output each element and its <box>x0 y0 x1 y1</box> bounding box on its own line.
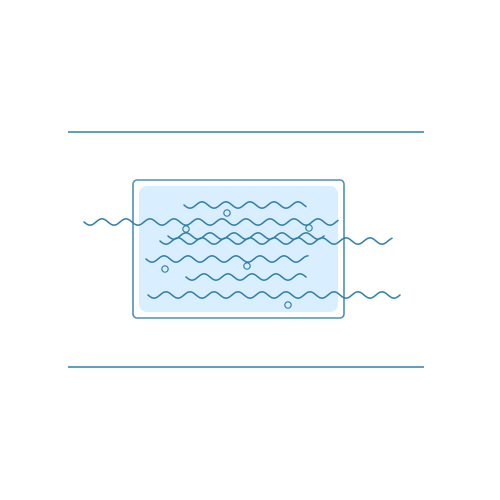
wave-line-4 <box>159 237 393 245</box>
wave-lines <box>83 201 401 299</box>
wave-line-1 <box>183 201 307 209</box>
bubble-2 <box>182 225 190 233</box>
bubble-1 <box>223 209 231 217</box>
wave-line-6 <box>185 273 307 281</box>
bubble-4 <box>243 262 251 270</box>
bubble-6 <box>284 301 292 309</box>
wave-line-2 <box>83 218 339 226</box>
bubble-3 <box>305 224 313 232</box>
bubble-5 <box>161 265 169 273</box>
wave-line-7 <box>147 291 401 299</box>
wave-line-5 <box>145 255 309 263</box>
bubbles <box>161 209 313 309</box>
